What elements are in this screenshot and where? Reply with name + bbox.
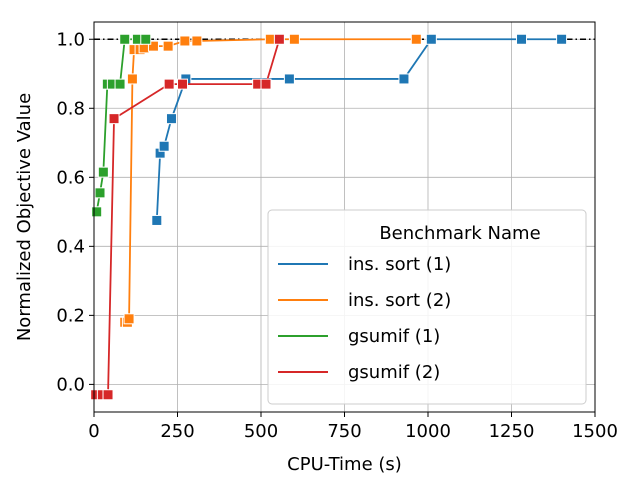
series-2: [91, 33, 152, 218]
series-1: [119, 33, 422, 328]
legend-label: ins. sort (2): [348, 290, 451, 311]
series-0: [151, 33, 568, 226]
data-point: [102, 389, 114, 401]
x-axis-title: CPU-Time (s): [287, 454, 402, 475]
y-tick-label: 1.0: [56, 29, 85, 50]
data-point: [108, 113, 120, 125]
data-point: [114, 78, 126, 90]
data-point: [147, 40, 159, 52]
x-tick-label: 1000: [405, 421, 451, 442]
legend-label: gsumif (2): [348, 362, 440, 383]
series-3: [90, 33, 285, 401]
y-tick-label: 0.0: [56, 374, 85, 395]
data-point: [163, 78, 175, 90]
data-point: [516, 33, 528, 45]
x-axis: 0 250 500 750 1000 1250 1500: [88, 412, 618, 442]
y-tick-label: 0.2: [56, 305, 85, 326]
data-point: [94, 187, 106, 199]
legend-box: [267, 209, 587, 405]
y-axis: 0.0 0.2 0.4 0.6 0.8 1.0: [56, 29, 94, 395]
data-point: [398, 73, 410, 85]
series-line: [155, 38, 562, 221]
data-point: [165, 113, 177, 125]
legend-label: gsumif (1): [348, 326, 440, 347]
y-axis-title: Normalized Objective Value: [14, 93, 35, 341]
data-point: [283, 73, 295, 85]
x-tick-label: 1500: [572, 421, 618, 442]
data-point: [179, 35, 191, 47]
series-group: [90, 33, 568, 401]
data-point: [97, 166, 109, 178]
data-point: [264, 33, 276, 45]
data-point: [410, 33, 422, 45]
data-point: [162, 40, 174, 52]
data-point: [260, 78, 272, 90]
data-point: [288, 33, 300, 45]
data-point: [91, 206, 103, 218]
x-tick-label: 0: [88, 421, 99, 442]
x-tick-label: 750: [327, 421, 361, 442]
series-line: [95, 38, 281, 396]
data-point: [556, 33, 568, 45]
y-tick-label: 0.6: [56, 167, 85, 188]
y-tick-label: 0.8: [56, 98, 85, 119]
legend-items: ins. sort (1) ins. sort (2) gsumif (1) gsum…: [278, 254, 451, 383]
legend: Benchmark Name ins. sort (1) ins. sort (2…: [267, 209, 587, 405]
x-tick-label: 1250: [489, 421, 535, 442]
data-point: [177, 78, 189, 90]
legend-label: ins. sort (1): [348, 254, 451, 275]
data-point: [158, 140, 170, 152]
data-point: [140, 33, 152, 45]
y-tick-label: 0.4: [56, 236, 85, 257]
legend-title: Benchmark Name: [379, 223, 540, 244]
series-line: [95, 38, 146, 212]
x-tick-label: 500: [244, 421, 278, 442]
data-point: [273, 33, 285, 45]
data-point: [126, 73, 138, 85]
data-point: [151, 214, 163, 226]
data-point: [119, 33, 131, 45]
data-point: [425, 33, 437, 45]
data-point: [123, 313, 135, 325]
data-point: [191, 35, 203, 47]
x-tick-label: 250: [160, 421, 194, 442]
